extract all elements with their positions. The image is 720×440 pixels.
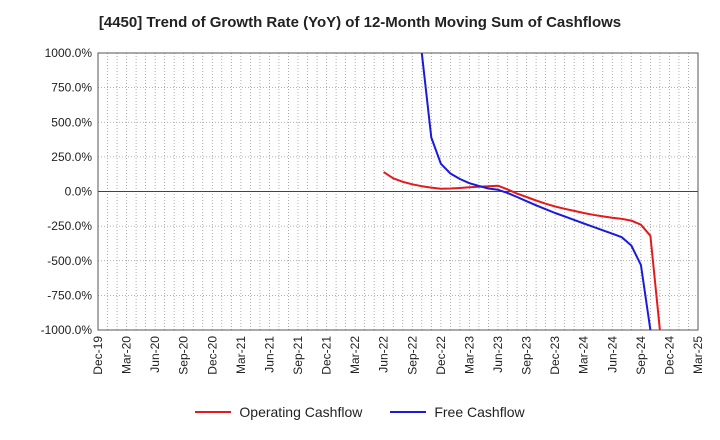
grid-lines [98, 52, 698, 331]
x-tick-label: Sep-21 [291, 336, 305, 375]
x-tick-label: Jun-24 [605, 336, 619, 373]
x-tick-label: Sep-22 [405, 336, 419, 375]
x-tick-label: Mar-22 [348, 336, 362, 374]
x-tick-label: Jun-23 [491, 336, 505, 373]
x-tick-label: Sep-23 [520, 336, 534, 375]
x-tick-label: Dec-20 [205, 336, 219, 375]
y-tick-labels: 1000.0% 750.0% 500.0% 250.0% 0.0% -250.0% -500… [41, 46, 93, 337]
legend-swatch-operating-cashflow [195, 411, 232, 413]
axes [97, 52, 699, 331]
x-tick-label: Dec-23 [548, 336, 562, 375]
series-line-operating-cashflow [383, 171, 661, 331]
x-tick-label: Dec-21 [320, 336, 334, 375]
y-tick-label: -500.0% [47, 254, 92, 268]
y-tick-label: -1000.0% [41, 323, 93, 337]
x-tick-label: Jun-20 [148, 336, 162, 373]
x-tick-label: Jun-22 [377, 336, 391, 373]
y-tick-label: 1000.0% [45, 46, 93, 60]
legend-swatch-free-cashflow [390, 411, 427, 413]
x-tick-label: Sep-24 [634, 336, 648, 375]
x-tick-label: Mar-23 [462, 336, 476, 374]
legend: Operating Cashflow Free Cashflow [0, 404, 720, 420]
legend-label-operating-cashflow: Operating Cashflow [239, 404, 363, 420]
x-tick-label: Mar-24 [577, 336, 591, 374]
x-tick-label: Mar-20 [120, 336, 134, 374]
legend-item-free-cashflow: Free Cashflow [390, 404, 525, 420]
x-tick-label: Jun-21 [262, 336, 276, 373]
series-line-free-cashflow [420, 52, 652, 331]
y-tick-label: -750.0% [47, 288, 92, 302]
y-tick-label: 250.0% [51, 150, 92, 164]
x-tick-label: Dec-19 [91, 336, 105, 375]
y-tick-label: -250.0% [47, 219, 92, 233]
x-tick-label: Mar-21 [234, 336, 248, 374]
x-tick-label: Dec-24 [662, 336, 676, 375]
legend-label-free-cashflow: Free Cashflow [434, 404, 525, 420]
x-tick-labels: Dec-19 Mar-20 Jun-20 Sep-20 Dec-20 Mar-21 Jun-… [91, 336, 705, 375]
x-tick-label: Mar-25 [691, 336, 705, 374]
plot-frame [97, 52, 699, 331]
legend-item-operating-cashflow: Operating Cashflow [195, 404, 362, 420]
x-tick-label: Sep-20 [177, 336, 191, 375]
chart-title: [4450] Trend of Growth Rate (YoY) of 12-… [98, 14, 622, 31]
y-tick-label: 0.0% [65, 185, 93, 199]
series-lines [383, 52, 661, 331]
x-tick-label: Dec-22 [434, 336, 448, 375]
y-tick-label: 500.0% [51, 115, 92, 129]
y-tick-label: 750.0% [51, 81, 92, 95]
